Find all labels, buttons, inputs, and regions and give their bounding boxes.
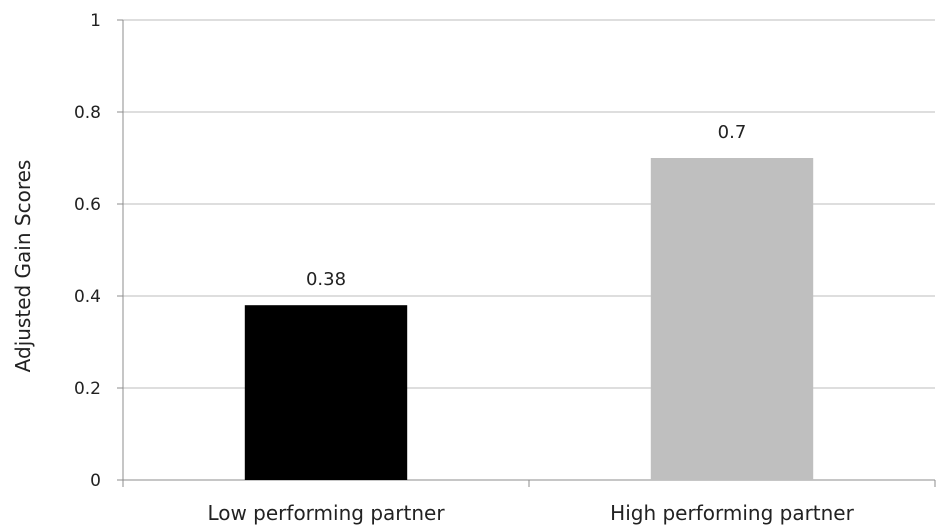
data-label: 0.7 (718, 122, 747, 143)
y-tick-label: 0.2 (74, 379, 101, 399)
x-category-label: Low performing partner (207, 501, 445, 525)
y-tick-label: 0.4 (74, 287, 101, 307)
labels: 0 0.2 0.4 0.6 0.8 1 0.38 Low performing partner… (74, 11, 855, 525)
y-tick-label: 0.8 (74, 103, 101, 123)
bar-1 (244, 305, 408, 480)
y-tick-label: 0.6 (74, 195, 101, 215)
bars (244, 158, 814, 480)
y-tick-label: 0 (90, 471, 101, 491)
y-tick-label: 1 (90, 11, 101, 31)
y-axis-title: Adjusted Gain Scores (11, 160, 35, 373)
x-category-label: High performing partner (610, 501, 854, 525)
bar-2 (650, 158, 814, 480)
data-label: 0.38 (306, 269, 346, 290)
